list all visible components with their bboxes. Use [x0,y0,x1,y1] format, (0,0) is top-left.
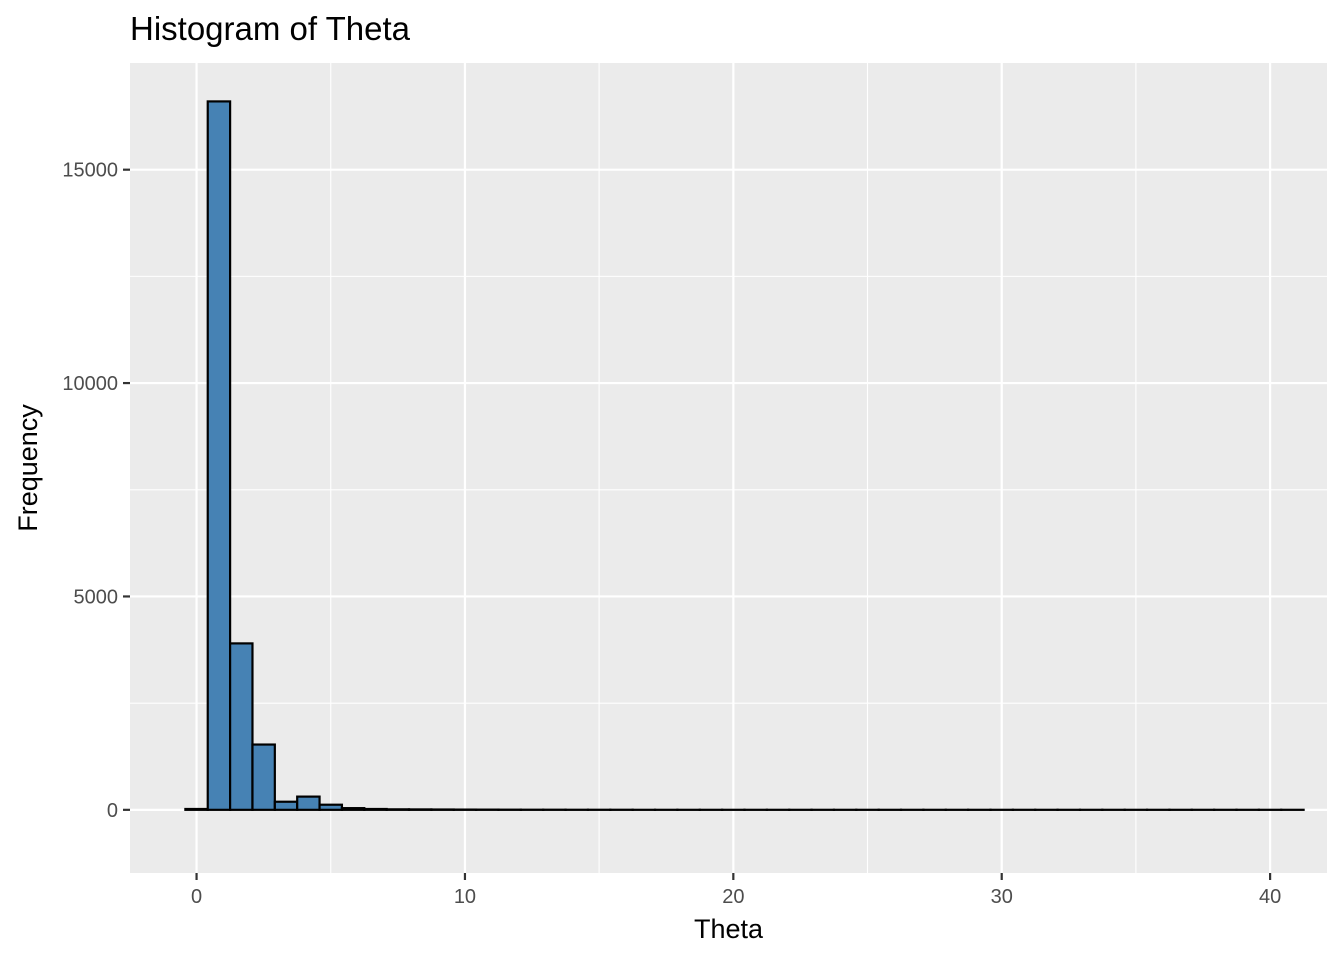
x-axis-title: Theta [694,914,764,944]
x-tick-label: 0 [191,886,202,908]
x-tick-label: 20 [722,886,744,908]
chart-title: Histogram of Theta [130,10,411,47]
y-tick-label: 15000 [62,160,118,182]
y-axis: 0 5000 10000 15000 [62,160,130,822]
histogram-bar [251,743,276,811]
histogram-bar [385,808,411,811]
x-axis: 0 10 20 30 40 [191,873,1281,908]
histogram-bar [206,100,232,811]
histogram-bar [229,642,254,811]
x-tick-label: 10 [454,886,476,908]
histogram-bar [363,807,388,811]
y-tick-label: 0 [107,800,118,822]
histogram-bars [184,100,1305,811]
y-tick-label: 10000 [62,373,118,395]
plot-panel [130,63,1327,873]
y-tick-label: 5000 [74,586,119,608]
histogram-bar [273,800,299,811]
x-tick-label: 40 [1259,886,1281,908]
minor-gridlines [130,63,1327,873]
x-tick-label: 30 [991,886,1013,908]
histogram-bar [296,795,321,811]
y-axis-title: Frequency [13,404,43,532]
histogram-bar [318,803,344,811]
histogram-bar [340,807,366,811]
histogram-bar [184,807,209,811]
